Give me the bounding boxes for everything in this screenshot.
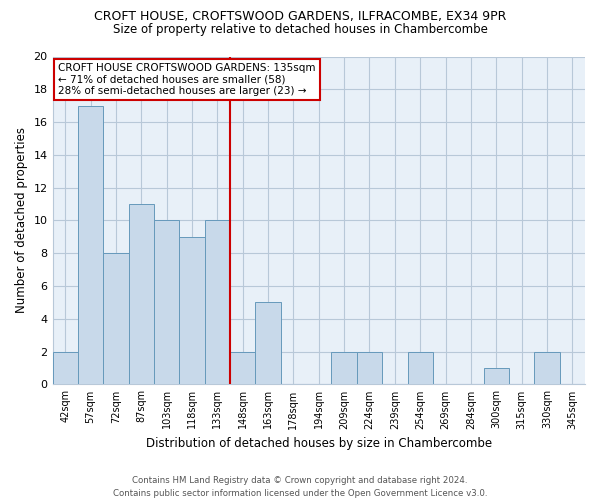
Text: Size of property relative to detached houses in Chambercombe: Size of property relative to detached ho… [113, 22, 487, 36]
X-axis label: Distribution of detached houses by size in Chambercombe: Distribution of detached houses by size … [146, 437, 492, 450]
Text: CROFT HOUSE CROFTSWOOD GARDENS: 135sqm
← 71% of detached houses are smaller (58): CROFT HOUSE CROFTSWOOD GARDENS: 135sqm ←… [58, 63, 316, 96]
Bar [331, 352, 357, 384]
Bar [103, 254, 128, 384]
Y-axis label: Number of detached properties: Number of detached properties [15, 128, 28, 314]
Bar [534, 352, 560, 384]
Bar [53, 352, 78, 384]
Bar [179, 237, 205, 384]
Bar [154, 220, 179, 384]
Bar [484, 368, 509, 384]
Bar [407, 352, 433, 384]
Bar [357, 352, 382, 384]
Text: Contains HM Land Registry data © Crown copyright and database right 2024.
Contai: Contains HM Land Registry data © Crown c… [113, 476, 487, 498]
Bar [256, 302, 281, 384]
Bar [230, 352, 256, 384]
Bar [128, 204, 154, 384]
Bar [205, 220, 230, 384]
Text: CROFT HOUSE, CROFTSWOOD GARDENS, ILFRACOMBE, EX34 9PR: CROFT HOUSE, CROFTSWOOD GARDENS, ILFRACO… [94, 10, 506, 23]
Bar [78, 106, 103, 384]
